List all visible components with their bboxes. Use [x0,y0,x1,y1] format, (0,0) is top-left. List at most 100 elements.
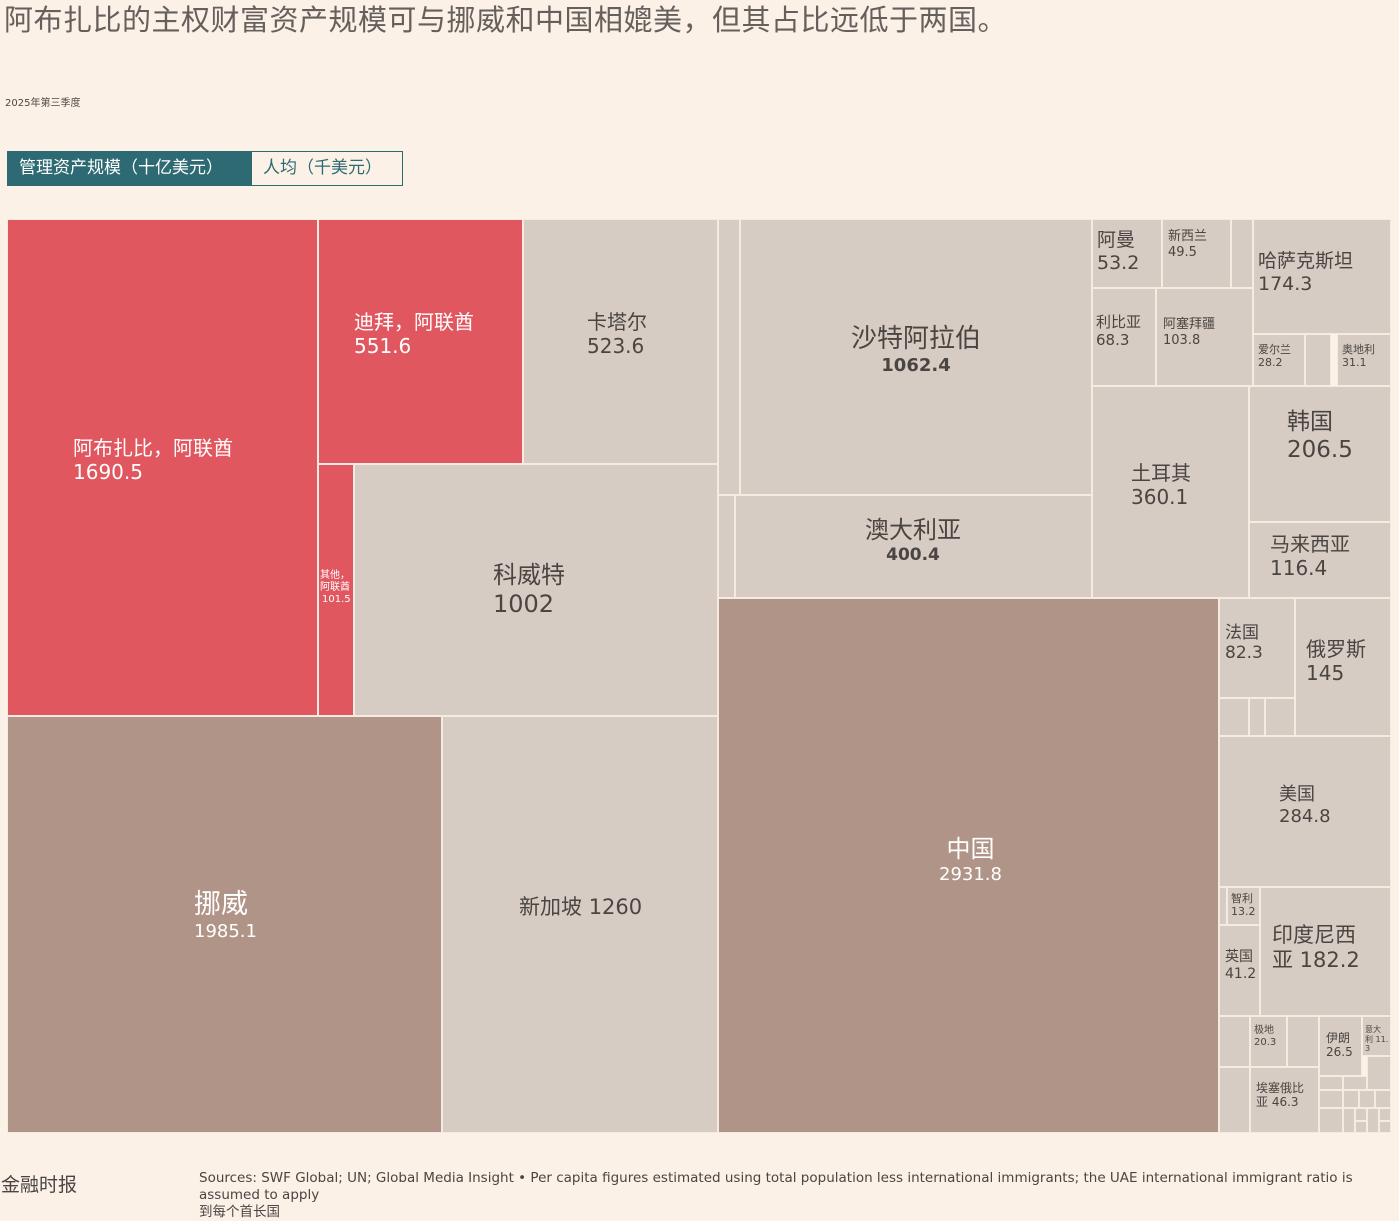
treemap-cell-singapore[interactable]: 新加坡 1260 [442,716,718,1133]
treemap-cell-kazakhstan[interactable]: 哈萨克斯坦 174.3 [1253,219,1391,334]
treemap-cell-iran[interactable]: 伊朗 26.5 [1319,1016,1362,1076]
treemap: 阿布扎比，阿联酋 1690.5 迪拜，阿联酋 551.6 其他， 阿联酋 101… [7,219,1391,1133]
treemap-cell-small[interactable] [1249,698,1265,736]
treemap-cell-small[interactable] [1343,1108,1355,1133]
treemap-cell-small[interactable] [1359,1090,1375,1108]
treemap-cell-korea[interactable]: 韩国 206.5 [1249,386,1391,522]
treemap-cell-new-zealand[interactable]: 新西兰 49.5 [1162,219,1231,288]
cell-value: 400.4 [886,544,940,565]
cell-label: 极地 [1254,1025,1274,1036]
treemap-cell-chile[interactable]: 智利 13.2 [1227,887,1260,925]
cell-value: 360.1 [1131,485,1189,509]
treemap-cell-indonesia[interactable]: 印度尼西 亚 182.2 [1260,887,1391,1016]
treemap-cell-turkey[interactable]: 土耳其 360.1 [1092,386,1249,598]
treemap-cell-libya[interactable]: 利比亚 68.3 [1092,288,1156,386]
treemap-cell-dubai[interactable]: 迪拜，阿联酋 551.6 [318,219,523,464]
treemap-cell-small[interactable] [1305,334,1331,386]
cell-value: 1690.5 [73,460,143,484]
treemap-cell-oman[interactable]: 阿曼 53.2 [1092,219,1162,288]
treemap-cell-small[interactable] [1379,1108,1391,1121]
treemap-cell-polar[interactable]: 极地 20.3 [1250,1016,1287,1067]
cell-label: 中国 [946,835,995,863]
treemap-cell-china[interactable]: 中国 2931.8 [718,598,1219,1133]
cell-value: 82.3 [1225,643,1263,664]
treemap-cell-azerbaijan[interactable]: 阿塞拜疆 103.8 [1156,288,1253,386]
treemap-cell-usa[interactable]: 美国 284.8 [1219,736,1391,887]
cell-label: 利比亚 [1096,313,1142,331]
treemap-cell-small[interactable] [1355,1121,1367,1133]
cell-label: 意大 [1365,1025,1381,1034]
treemap-cell-qatar[interactable]: 卡塔尔 523.6 [523,219,718,464]
treemap-cell-france[interactable]: 法国 82.3 [1219,598,1295,698]
treemap-cell-ethiopia[interactable]: 埃塞俄比 亚 46.3 [1250,1067,1319,1133]
treemap-cell-small[interactable] [718,219,740,495]
metric-toggle: 管理资产规模（十亿美元） 人均（千美元） [7,151,403,186]
cell-label: 美国 [1279,784,1315,805]
treemap-cell-small[interactable] [1319,1076,1343,1090]
cell-value: 551.6 [354,334,412,358]
toggle-aum-button[interactable]: 管理资产规模（十亿美元） [8,152,252,185]
cell-value: 49.5 [1168,244,1197,260]
chart-subtitle: 2025年第三季度 [5,98,81,109]
treemap-cell-small[interactable] [1231,219,1253,288]
cell-label: 智利 [1231,892,1253,905]
treemap-cell-small[interactable] [1219,1016,1250,1067]
treemap-cell-norway[interactable]: 挪威 1985.1 [7,716,442,1133]
toggle-per-capita-button[interactable]: 人均（千美元） [252,152,402,185]
cell-label: 土耳其 [1131,461,1191,485]
cell-label: 阿布扎比，阿联酋 [73,436,233,460]
cell-label: 挪威 [194,889,248,920]
cell-label: 法国 [1225,623,1259,643]
cell-value: 26.5 [1326,1045,1353,1060]
treemap-cell-small[interactable] [1219,887,1227,925]
cell-value: 1002 [493,589,555,618]
cell-value: 41.2 [1225,965,1257,982]
treemap-cell-austria[interactable]: 奥地利 31.1 [1337,334,1391,386]
cell-value: 174.3 [1258,272,1313,295]
treemap-cell-small[interactable] [1219,1067,1250,1133]
treemap-cell-small[interactable] [1375,1090,1391,1108]
treemap-cell-small[interactable] [1379,1121,1391,1133]
cell-label: 迪拜，阿联酋 [354,310,474,334]
cell-value: 1985.1 [194,921,257,943]
cell-label: 亚 182.2 [1272,948,1360,973]
treemap-cell-small[interactable] [1367,1056,1391,1090]
treemap-cell-other-uae[interactable]: 其他， 阿联酋 101.5 [318,464,354,716]
treemap-cell-small[interactable] [1367,1108,1379,1133]
cell-label: 伊朗 [1326,1031,1351,1045]
treemap-cell-small[interactable] [718,495,735,598]
treemap-cell-kuwait[interactable]: 科威特 1002 [354,464,718,716]
cell-label: 澳大利亚 [865,516,961,544]
treemap-cell-small[interactable] [1265,698,1295,736]
treemap-cell-small[interactable] [1355,1108,1367,1121]
cell-value: 206.5 [1287,436,1353,463]
treemap-cell-small[interactable] [1343,1090,1359,1108]
treemap-cell-malaysia[interactable]: 马来西亚 116.4 [1249,522,1391,598]
sources-line: Sources: SWF Global; UN; Global Media In… [199,1170,1353,1203]
cell-value: 31.1 [1342,356,1367,370]
treemap-cell-small[interactable] [1319,1090,1343,1108]
cell-label: 新加坡 [519,895,582,919]
treemap-cell-abu-dhabi[interactable]: 阿布扎比，阿联酋 1690.5 [7,219,318,716]
treemap-cell-russia[interactable]: 俄罗斯 145 [1295,598,1391,736]
cell-label: 马来西亚 [1270,532,1350,556]
sources-note: Sources: SWF Global; UN; Global Media In… [199,1170,1394,1221]
treemap-cell-small[interactable] [1343,1076,1367,1090]
treemap-cell-saudi-arabia[interactable]: 沙特阿拉伯 1062.4 [740,219,1092,495]
treemap-cell-small[interactable] [1319,1108,1343,1133]
cell-label: 韩国 [1287,409,1333,435]
treemap-cell-italy[interactable]: 意大 利 11. 3 [1362,1016,1391,1056]
treemap-cell-small[interactable] [1287,1016,1319,1067]
cell-label: 新西兰 [1168,229,1208,244]
treemap-cell-small[interactable] [1219,698,1249,736]
treemap-cell-ireland[interactable]: 爱尔兰 28.2 [1253,334,1305,386]
cell-label: 沙特阿拉伯 [851,324,982,354]
publisher-logo: 金融时报 [1,1174,78,1196]
treemap-cell-australia[interactable]: 澳大利亚 400.4 [735,495,1092,598]
cell-label: 3 [1365,1044,1371,1054]
cell-value: 523.6 [587,334,645,358]
cell-value: 53.2 [1097,251,1140,274]
cell-label: 埃塞俄比 [1256,1081,1305,1095]
treemap-cell-uk[interactable]: 英国 41.2 [1219,925,1260,1016]
cell-value: 20.3 [1254,1037,1277,1048]
